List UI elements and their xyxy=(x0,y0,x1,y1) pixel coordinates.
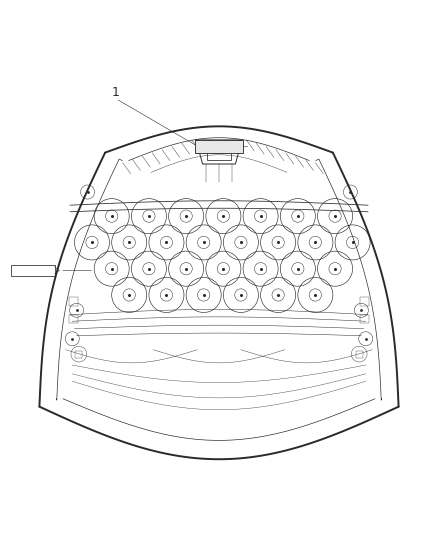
Bar xyxy=(69,297,78,306)
Bar xyxy=(360,297,369,306)
Bar xyxy=(11,265,55,276)
Bar xyxy=(195,140,243,152)
Bar xyxy=(360,314,369,324)
Text: 1: 1 xyxy=(112,86,120,99)
Bar xyxy=(356,351,363,358)
Bar xyxy=(75,351,82,358)
Bar xyxy=(207,151,231,159)
Bar xyxy=(69,314,78,324)
